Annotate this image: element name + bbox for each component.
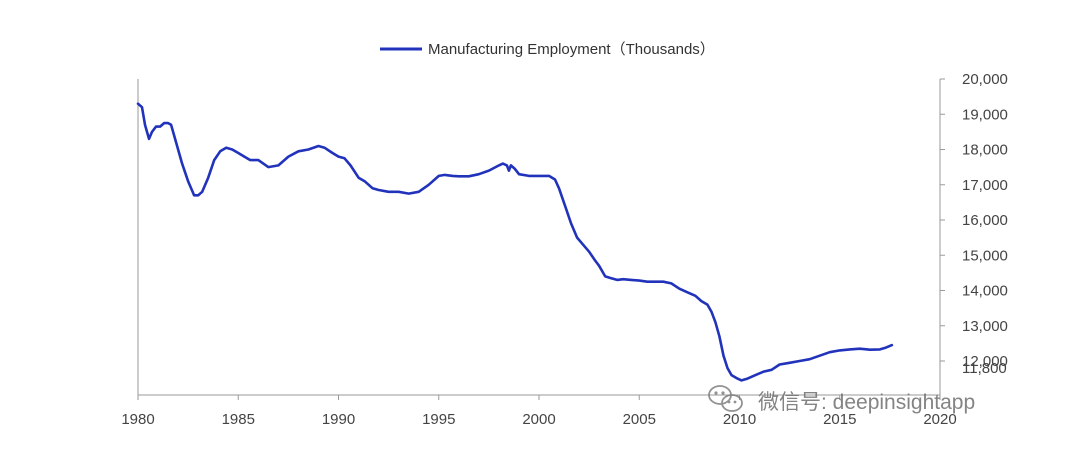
x-tick-label: 2005 (623, 411, 656, 428)
y-tick-label: 18,000 (962, 142, 1008, 159)
x-tick-label: 2000 (522, 411, 555, 428)
y-tick-label: 17,000 (962, 177, 1008, 194)
y-tick-label: 19,000 (962, 106, 1008, 123)
x-tick-label: 2010 (723, 411, 756, 428)
axes (137, 79, 941, 396)
legend-label: Manufacturing Employment（Thousands） (428, 41, 715, 58)
x-tick-label: 1985 (222, 411, 255, 428)
x-tick-label: 2015 (823, 411, 856, 428)
x-tick-label: 1980 (121, 411, 154, 428)
series-group (136, 102, 894, 382)
y-tick-label: 20,000 (962, 71, 1008, 88)
y-tick-label: 11,800 (962, 360, 1007, 377)
watermark: 微信号: deepinsightapp (708, 385, 975, 414)
y-tick-label: 14,000 (962, 283, 1008, 300)
legend: Manufacturing Employment（Thousands） (380, 41, 715, 58)
y-tick-label: 15,000 (962, 247, 1008, 264)
y-tick-label: 12,000 (962, 353, 1008, 370)
x-tick-label: 1995 (422, 411, 455, 428)
watermark-text: 微信号: deepinsightapp (758, 391, 975, 414)
wechat-icon (708, 385, 743, 412)
x-tick-label: 2020 (923, 411, 956, 428)
series-line-manufacturing-employment (136, 102, 894, 382)
y-tick-label: 16,000 (962, 212, 1008, 229)
x-tick-label: 1990 (322, 411, 355, 428)
y-tick-label: 13,000 (962, 318, 1008, 335)
x-axis-ticks: 1980 1985 1990 1995 2000 2005 2010 2015 2020 (121, 395, 957, 428)
